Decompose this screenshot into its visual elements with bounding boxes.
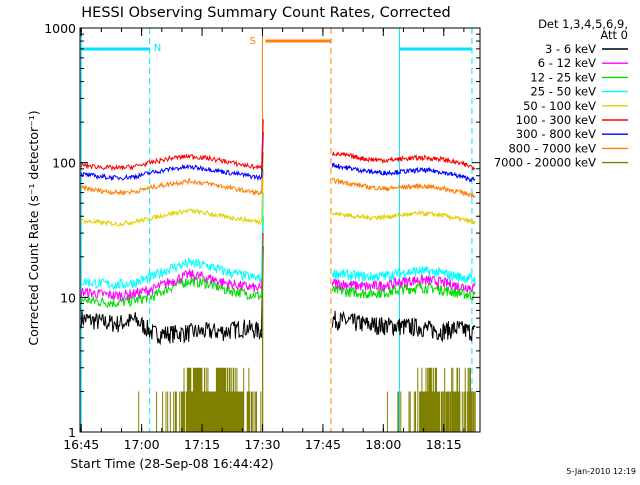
legend-label-5: 50 - 100 keV (523, 99, 596, 113)
saa-label: S (249, 36, 255, 47)
legend-label-3: 12 - 25 keV (530, 70, 596, 84)
series-line-4-after (331, 265, 476, 285)
saa-spike-5 (261, 168, 264, 223)
legend-header-attenuator: Att 0 (600, 28, 628, 42)
series-line-6-before (80, 153, 263, 172)
y-tick-label: 10 (60, 290, 76, 305)
x-tick-label: 17:30 (244, 437, 280, 452)
x-tick-label: 17:00 (124, 437, 160, 452)
series-line-4-before (80, 257, 263, 291)
x-tick-label: 17:45 (305, 437, 341, 452)
legend-label-4: 25 - 50 keV (530, 85, 596, 99)
series-line-8-after (331, 177, 476, 198)
y-axis-label: Corrected Count Rate (s⁻¹ detector⁻¹) (26, 110, 41, 345)
plot-timestamp: 5-Jan-2010 12:19 (566, 467, 636, 476)
x-tick-label: 16:45 (63, 437, 99, 452)
legend-label-7: 300 - 800 keV (516, 127, 596, 141)
legend-label-6: 100 - 300 keV (516, 113, 596, 127)
series-line-6-after (331, 151, 476, 171)
y-tick-label: 1000 (44, 21, 76, 36)
series-line-9-after (386, 367, 476, 432)
x-tick-label: 18:00 (365, 437, 401, 452)
legend-header-detectors: Det 1,3,4,5,6,9, (538, 17, 628, 31)
x-tick-label: 17:15 (184, 437, 220, 452)
series-line-2-after (331, 274, 476, 294)
saa-spike-6 (261, 119, 264, 169)
series-line-9-before (138, 367, 262, 432)
series-line-8-before (80, 178, 263, 197)
x-axis-label: Start Time (28-Sep-08 16:44:42) (70, 456, 273, 471)
legend-label-1: 3 - 6 keV (545, 42, 596, 56)
plot-frame (79, 27, 481, 433)
series-line-1-after (331, 310, 476, 343)
series-line-3-after (331, 281, 476, 301)
series-line-7-before (80, 163, 263, 182)
chart-title: HESSI Observing Summary Count Rates, Cor… (81, 5, 450, 21)
series-line-7-after (331, 162, 476, 183)
series-line-2-before (80, 269, 263, 302)
y-tick-label: 1 (68, 425, 76, 440)
legend-label-9: 7000 - 20000 keV (494, 156, 596, 170)
legend-label-2: 6 - 12 keV (538, 56, 596, 70)
series-line-5-before (80, 208, 262, 227)
series-line-5-after (331, 209, 476, 225)
legend-label-8: 800 - 7000 keV (508, 141, 596, 155)
y-tick-label: 100 (52, 156, 76, 171)
night-label: N (154, 43, 161, 54)
series-line-1-before (80, 310, 263, 346)
x-tick-label: 18:15 (426, 437, 462, 452)
series-line-3-before (80, 276, 263, 309)
